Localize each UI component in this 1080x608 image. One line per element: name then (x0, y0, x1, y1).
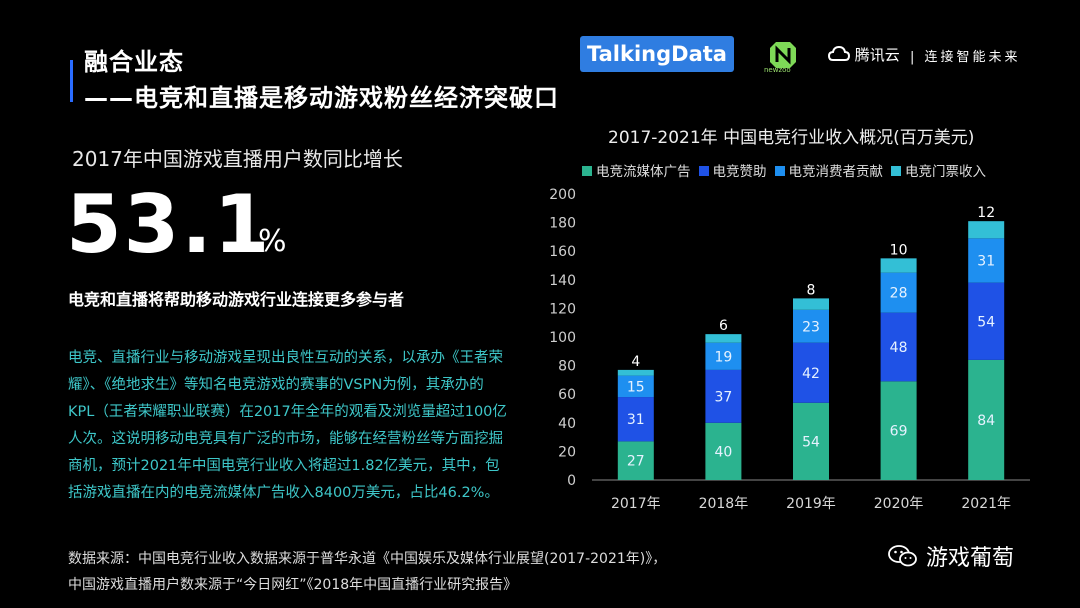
bar-data-label: 23 (802, 319, 820, 335)
newzoo-logo-text: newzoo (764, 66, 791, 74)
bar-data-label: 37 (714, 389, 732, 405)
y-tick-label: 140 (549, 273, 576, 289)
bar-segment (617, 369, 654, 376)
legend-label: 电竞赞助 (712, 164, 767, 180)
wechat-account: 游戏葡萄 (888, 540, 1014, 572)
legend-item: 电竞赞助 (698, 160, 767, 180)
stacked-bar-chart: 0 20 40 60 80 100 120 140 160 180 200 27 31 15 4 2017年 4… (549, 187, 1030, 512)
bar-data-label: 28 (890, 286, 908, 302)
title-accent-bar (70, 60, 73, 102)
bar-data-label: 48 (890, 340, 908, 356)
y-tick-label: 180 (549, 216, 576, 232)
body-paragraph: 电竞、直播行业与移动游戏呈现出良性互动的关系，以承办《王者荣耀》、《绝地求生》等… (68, 350, 507, 501)
wechat-icon (888, 545, 917, 567)
legend-swatch (891, 166, 901, 176)
wechat-account-name: 游戏葡萄 (926, 546, 1015, 571)
growth-label: 2017年中国游戏直播用户数同比增长 (72, 147, 403, 171)
y-tick-label: 40 (558, 416, 576, 432)
y-tick-label: 200 (549, 187, 576, 203)
x-tick-label: 2019年 (786, 496, 836, 512)
tencent-cloud-logo: 腾讯云 (827, 44, 900, 65)
x-tick-label: 2021年 (961, 496, 1011, 512)
bar-segment (968, 221, 1005, 239)
legend-label: 电竞流媒体广告 (596, 164, 691, 180)
bar-segment (793, 309, 829, 343)
bar-data-label: 6 (719, 318, 728, 334)
chart-legend: 电竞流媒体广告 电竞赞助 电竞消费者贡献 电竞门票收入 (582, 160, 994, 180)
bar-data-label: 4 (631, 354, 640, 370)
bar-data-label: 54 (977, 314, 995, 330)
growth-unit: % (258, 224, 287, 259)
legend-swatch (774, 166, 785, 176)
legend-swatch (582, 166, 592, 176)
source-note-line2: 中国游戏直播用户数来源于“今日网红”《2018年中国直播行业研究报告》 (68, 577, 518, 593)
bar-segment (617, 397, 654, 442)
bar-segment (617, 441, 654, 480)
tencent-cloud-label: 腾讯云 (854, 46, 900, 64)
bar-segment (617, 375, 654, 398)
bar-segment (793, 342, 829, 403)
x-tick-label: 2018年 (699, 496, 749, 512)
bar-data-label: 15 (627, 379, 645, 395)
growth-value: 53.1 (66, 178, 272, 271)
bar-segment (705, 369, 742, 423)
x-tick-label: 2020年 (874, 496, 924, 512)
x-tick-label: 2017年 (611, 496, 661, 512)
legend-label: 电竞消费者贡献 (788, 164, 884, 180)
page-title: 融合业态 (84, 48, 184, 76)
bar-segment (880, 312, 917, 382)
legend-swatch (698, 166, 709, 176)
bar-segment (880, 272, 917, 313)
bar-data-label: 27 (627, 454, 645, 470)
bar-data-label: 42 (802, 366, 820, 382)
legend-label: 电竞门票收入 (905, 164, 986, 180)
partner-logos: TalkingData newzoo 腾讯云 | 连接智能未来 (580, 36, 1040, 76)
bar-segment (705, 342, 742, 370)
talkingdata-logo: TalkingData (580, 36, 734, 72)
bar-segment (793, 402, 829, 480)
y-tick-label: 80 (558, 359, 576, 375)
bar-data-label: 40 (714, 444, 732, 460)
bar-segment (968, 282, 1005, 360)
bar-data-label: 19 (714, 349, 732, 365)
bar-segment (793, 298, 829, 310)
newzoo-logo-icon (770, 42, 796, 68)
bar-data-label: 84 (977, 413, 995, 429)
page-subtitle: ——电竞和直播是移动游戏粉丝经济突破口 (84, 84, 559, 112)
bar-segment (968, 359, 1005, 480)
bar-segment (880, 258, 917, 273)
y-tick-label: 100 (549, 330, 576, 346)
section-subheading: 电竞和直播将帮助移动游戏行业连接更多参与者 (68, 290, 405, 309)
y-tick-label: 20 (558, 444, 576, 460)
legend-item: 电竞消费者贡献 (774, 160, 884, 180)
y-tick-label: 60 (558, 387, 576, 403)
bar-data-label: 31 (977, 253, 995, 269)
tencent-slogan: | 连接智能未来 (910, 50, 1021, 65)
bar-segment (880, 381, 917, 480)
y-tick-label: 160 (549, 244, 576, 260)
y-tick-label: 0 (567, 473, 576, 489)
source-note-line1: 数据来源：中国电竞行业收入数据来源于普华永道《中国娱乐及媒体行业展望(2017-… (68, 551, 667, 567)
cloud-icon (827, 45, 851, 61)
bar-data-label: 12 (977, 205, 995, 221)
chart-title: 2017-2021年 中国电竞行业收入概况(百万美元) (608, 128, 975, 148)
bar-data-label: 54 (802, 434, 820, 450)
bar-segment (705, 422, 742, 480)
bar-segment (968, 238, 1005, 283)
legend-item: 电竞门票收入 (891, 160, 986, 180)
bar-data-label: 10 (890, 242, 908, 258)
bar-data-label: 69 (890, 424, 908, 440)
bar-data-label: 31 (627, 412, 645, 428)
bar-data-label: 8 (807, 282, 816, 298)
legend-item: 电竞流媒体广告 (582, 160, 691, 180)
y-tick-label: 120 (549, 301, 576, 317)
bar-segment (705, 334, 742, 343)
